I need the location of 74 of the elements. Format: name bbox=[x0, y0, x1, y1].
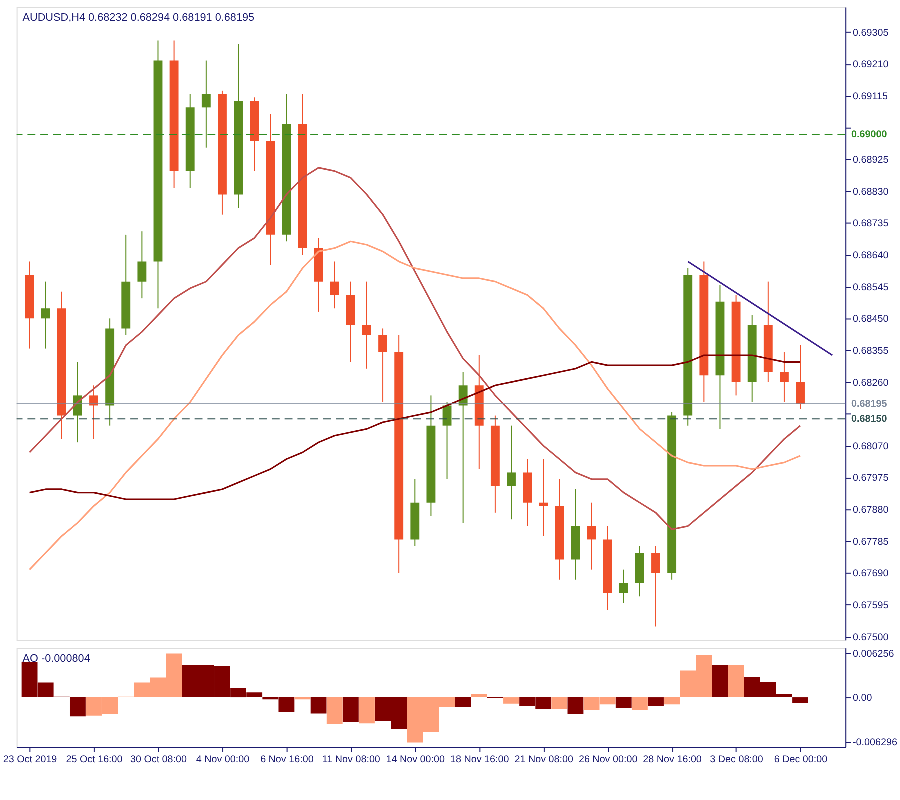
y-tick-label: 0.68260 bbox=[853, 378, 890, 389]
chart-title: AO -0.000804 bbox=[22, 652, 90, 665]
bar bbox=[455, 698, 472, 708]
y-tick-label: 0.67500 bbox=[853, 632, 890, 644]
candlestick bbox=[619, 569, 628, 604]
y-tick-label: 0.68450 bbox=[853, 314, 890, 326]
ref-line-label: 0.69000 bbox=[852, 129, 888, 140]
candlestick bbox=[539, 458, 548, 537]
candlestick bbox=[507, 425, 516, 520]
bar bbox=[504, 698, 520, 704]
bar bbox=[568, 698, 584, 714]
x-tick-label: 30 Oct 08:00 bbox=[130, 754, 188, 766]
candlestick bbox=[442, 402, 452, 480]
y-tick-label: 0.68545 bbox=[853, 282, 890, 294]
candlestick bbox=[41, 281, 50, 350]
x-tick-label: 21 Nov 08:00 bbox=[514, 754, 574, 766]
y-tick-label: 0.68070 bbox=[853, 441, 890, 452]
x-tick-label: 11 Nov 08:00 bbox=[322, 754, 381, 766]
y-tick-label: 0.69210 bbox=[853, 60, 890, 71]
x-tick-label: 4 Nov 00:00 bbox=[196, 754, 250, 766]
line-series bbox=[28, 167, 802, 530]
y-tick-label: 0.67690 bbox=[853, 568, 890, 580]
y-tick-label: 0.006256 bbox=[853, 648, 895, 660]
y-tick-label: 0.67975 bbox=[853, 473, 890, 484]
line-series bbox=[28, 354, 802, 500]
y-tick-label: -0.006296 bbox=[853, 737, 898, 748]
candlestick bbox=[362, 281, 372, 370]
chart-title: AUDUSD,H4 0.68232 0.68294 0.68191 0.68195 bbox=[22, 12, 255, 24]
x-tick-label: 28 Nov 16:00 bbox=[643, 754, 702, 766]
candlestick bbox=[138, 231, 147, 300]
bar bbox=[728, 665, 744, 698]
ref-line-label: 0.68150 bbox=[852, 414, 888, 426]
bar bbox=[471, 694, 488, 698]
bar bbox=[664, 698, 680, 705]
bar bbox=[359, 698, 375, 724]
candlestick bbox=[378, 328, 388, 403]
x-tick-label: 18 Nov 16:00 bbox=[450, 754, 510, 766]
x-tick-label: 14 Nov 00:00 bbox=[386, 754, 446, 766]
x-tick-label: 25 Oct 16:00 bbox=[66, 754, 124, 766]
bar bbox=[632, 698, 648, 710]
bar bbox=[326, 698, 343, 724]
candlestick bbox=[780, 352, 789, 403]
y-tick-label: 0.68355 bbox=[853, 346, 890, 357]
x-tick-label: 3 Dec 08:00 bbox=[710, 754, 764, 766]
x-tick-label: 26 Nov 00:00 bbox=[578, 754, 638, 766]
y-tick-label: 0.68830 bbox=[853, 186, 890, 198]
x-tick-label: 6 Dec 00:00 bbox=[774, 754, 828, 766]
candlestick bbox=[796, 344, 805, 410]
x-tick-label: 23 Oct 2019 bbox=[3, 754, 58, 766]
bar bbox=[70, 698, 86, 717]
candlestick bbox=[652, 546, 660, 628]
y-tick-label: 0.67880 bbox=[853, 505, 890, 516]
y-tick-label: 0.67785 bbox=[853, 536, 890, 548]
y-tick-label: 0.68735 bbox=[853, 218, 890, 230]
x-tick-label: 6 Nov 16:00 bbox=[260, 754, 314, 766]
bar bbox=[552, 698, 568, 710]
ref-line-label: 0.68195 bbox=[852, 399, 888, 410]
bar bbox=[310, 698, 327, 714]
y-tick-label: 0.69305 bbox=[853, 28, 890, 39]
bar bbox=[712, 665, 728, 698]
candlestick bbox=[90, 385, 98, 440]
bar bbox=[616, 698, 632, 708]
y-tick-label: 0.67595 bbox=[853, 600, 890, 612]
line-series bbox=[28, 240, 802, 571]
y-tick-label: 0.68640 bbox=[853, 250, 890, 262]
bar bbox=[792, 698, 808, 704]
candlestick bbox=[587, 502, 596, 570]
bar bbox=[342, 698, 359, 722]
candlestick bbox=[330, 261, 340, 310]
y-tick-label: 0.69115 bbox=[853, 91, 888, 102]
bar bbox=[648, 698, 664, 706]
candlestick bbox=[202, 60, 211, 148]
y-tick-label: 0.00 bbox=[853, 692, 873, 704]
y-tick-label: 0.68925 bbox=[853, 155, 890, 166]
